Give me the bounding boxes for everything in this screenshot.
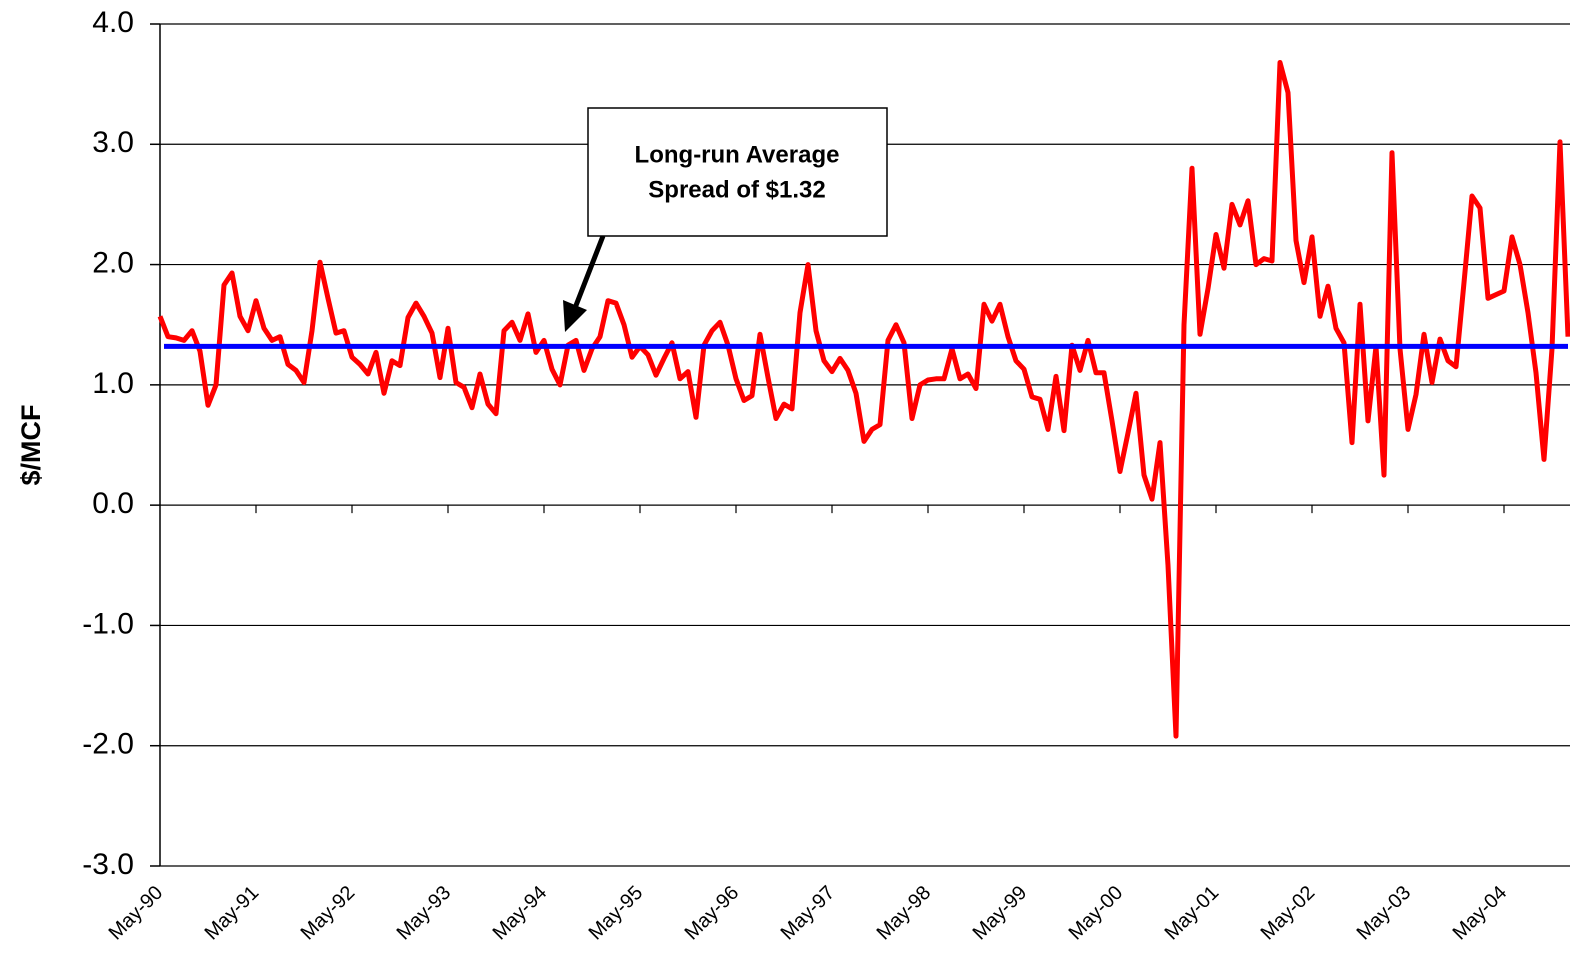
x-tick-label: May-02 [1257, 882, 1320, 945]
x-tick-label: May-01 [1161, 882, 1224, 945]
x-tick-label: May-99 [969, 882, 1032, 945]
x-tick-label: May-04 [1449, 882, 1512, 945]
x-tick-label: May-98 [873, 882, 936, 945]
annotation-arrowhead [563, 300, 587, 332]
x-tick-label: May-00 [1065, 882, 1128, 945]
x-tick-label: May-94 [489, 882, 552, 945]
x-tick-label: May-97 [777, 882, 840, 945]
x-tick-label: May-93 [393, 882, 456, 945]
y-tick-label: 4.0 [92, 6, 134, 39]
y-tick-label: 0.0 [92, 487, 134, 520]
annotation-arrow [572, 235, 606, 309]
annotation-box [587, 107, 888, 237]
x-tick-label: May-90 [105, 882, 168, 945]
y-tick-label: -1.0 [82, 607, 134, 640]
annotation: Long-run Average Spread of $1.32 [563, 107, 888, 332]
y-tick-label: -2.0 [82, 728, 134, 761]
y-tick-label: 2.0 [92, 246, 134, 279]
annotation-text: Spread of $1.32 [648, 176, 825, 203]
y-axis-label: $/MCF [16, 405, 46, 486]
data-line [157, 60, 1570, 739]
x-tick-label: May-96 [681, 882, 744, 945]
y-tick-label: 1.0 [92, 367, 134, 400]
x-tick-label: May-03 [1353, 882, 1416, 945]
x-tick-label: May-91 [201, 882, 264, 945]
annotation-text: Long-run Average [635, 141, 840, 168]
x-tick-label: May-95 [585, 882, 648, 945]
y-tick-label: -3.0 [82, 848, 134, 881]
y-tick-label: 3.0 [92, 126, 134, 159]
x-tick-label: May-92 [297, 882, 360, 945]
